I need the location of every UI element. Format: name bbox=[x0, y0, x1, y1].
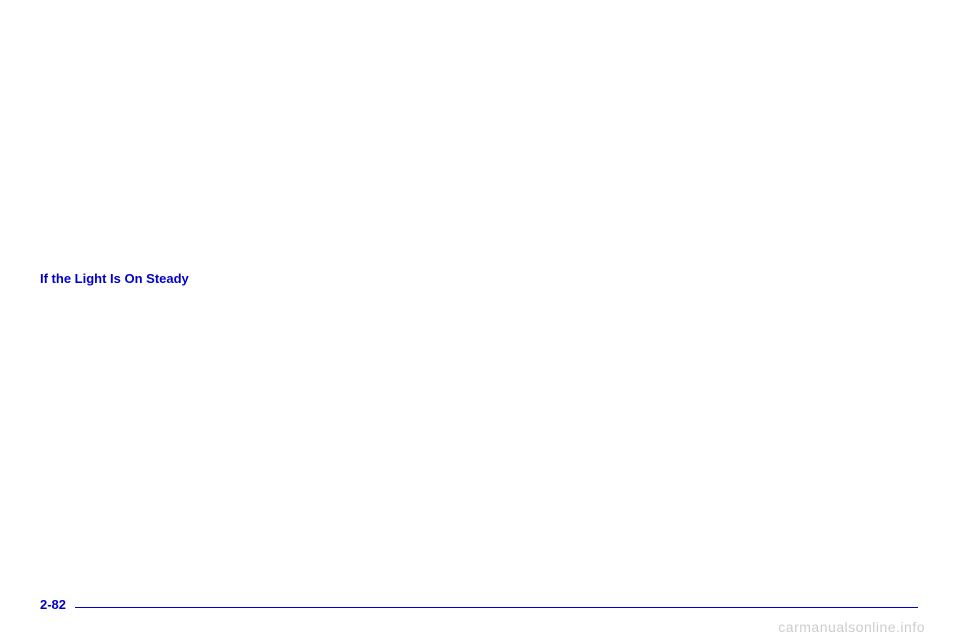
page-container: If the Light Is On Steady 2-82 carmanual… bbox=[0, 0, 960, 640]
watermark-text: carmanualsonline.info bbox=[778, 619, 925, 635]
page-number: 2-82 bbox=[40, 597, 66, 612]
footer-divider bbox=[75, 607, 918, 609]
section-heading: If the Light Is On Steady bbox=[40, 271, 189, 286]
